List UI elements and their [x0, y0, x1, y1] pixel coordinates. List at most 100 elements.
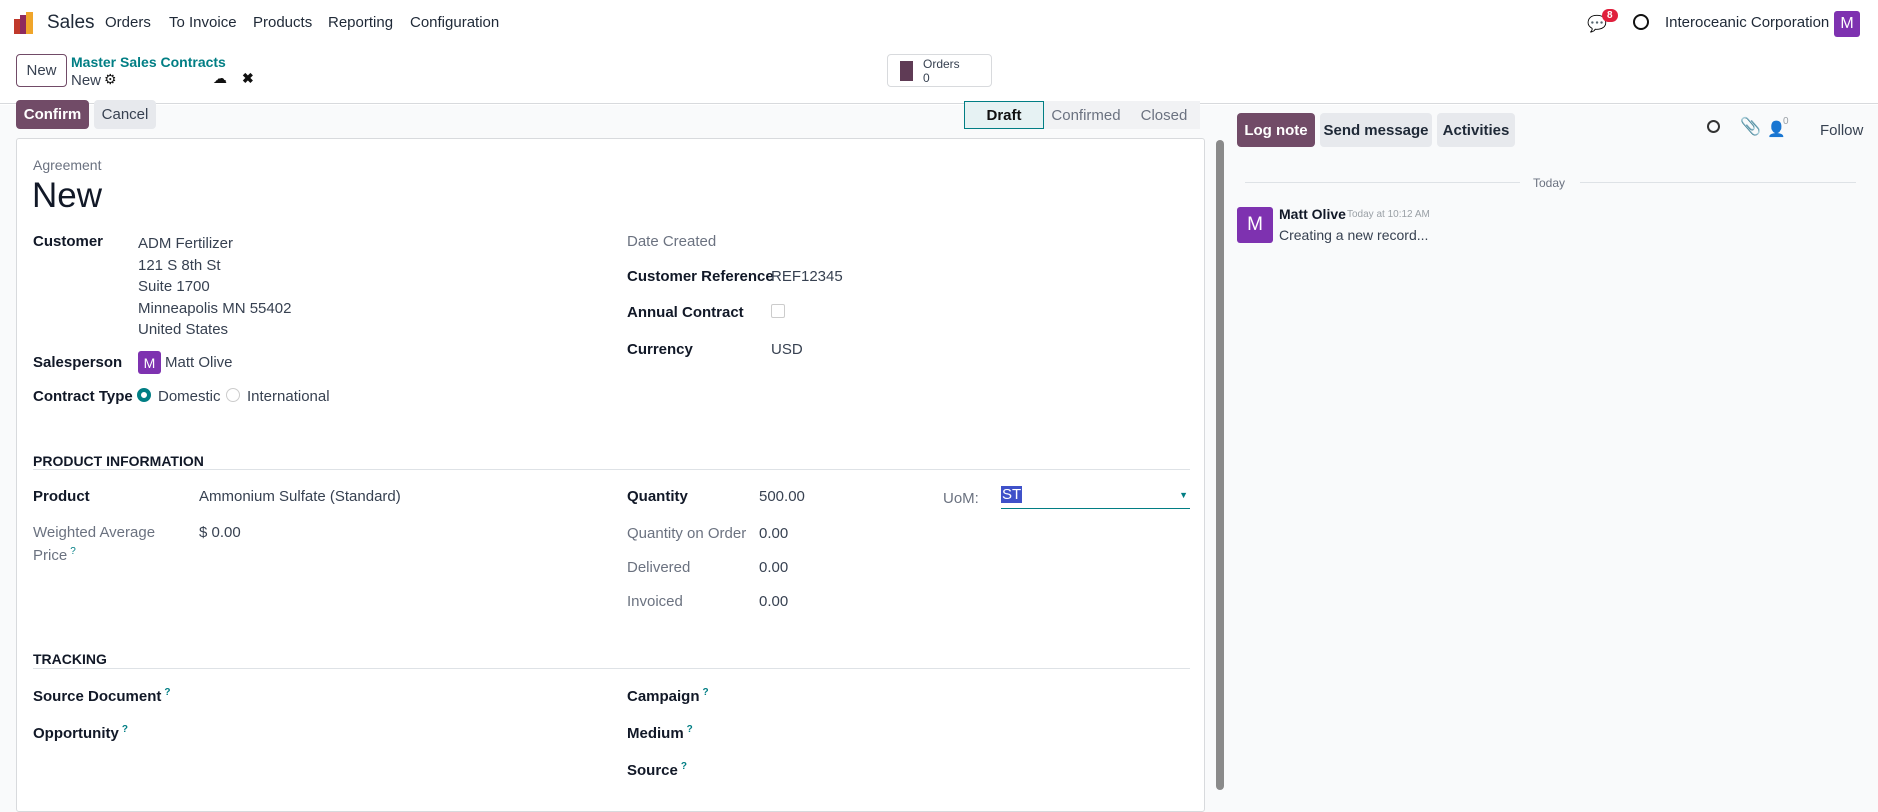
date-separator-line — [1245, 182, 1520, 183]
orders-count: 0 — [923, 70, 930, 85]
save-cloud-icon[interactable]: ☁ — [213, 70, 227, 86]
international-label[interactable]: International — [247, 388, 330, 405]
send-message-button[interactable]: Send message — [1320, 113, 1432, 147]
radio-domestic[interactable] — [137, 388, 151, 402]
form-sheet — [16, 138, 1205, 812]
app-name[interactable]: Sales — [47, 12, 95, 33]
quantity-label: Quantity — [627, 488, 688, 505]
delivered-label: Delivered — [627, 559, 691, 576]
log-note-button[interactable]: Log note — [1237, 113, 1315, 147]
confirm-button[interactable]: Confirm — [16, 100, 89, 129]
help-tooltip-icon[interactable]: ? — [702, 687, 709, 698]
date-created-label: Date Created — [627, 233, 717, 250]
discard-icon[interactable]: ✖ — [242, 70, 254, 86]
campaign-label: Campaign? — [627, 687, 709, 705]
help-tooltip-icon[interactable]: ? — [70, 546, 76, 557]
customer-reference-label: Customer Reference — [627, 268, 774, 285]
customer-field[interactable]: ADM Fertilizer 121 S 8th St Suite 1700 M… — [138, 233, 291, 341]
medium-label: Medium? — [627, 724, 693, 742]
opportunity-label: Opportunity? — [33, 724, 128, 742]
currency-label: Currency — [627, 341, 693, 358]
message-body: Creating a new record... — [1279, 227, 1429, 243]
breadcrumb-parent[interactable]: Master Sales Contracts — [71, 54, 226, 70]
gear-icon[interactable]: ⚙ — [104, 71, 117, 87]
quantity-on-order-value: 0.00 — [759, 525, 789, 542]
status-closed[interactable]: Closed — [1140, 106, 1188, 124]
menu-configuration[interactable]: Configuration — [410, 14, 500, 31]
help-tooltip-icon[interactable]: ? — [121, 724, 128, 735]
search-icon[interactable] — [1707, 120, 1720, 133]
paperclip-icon[interactable]: 📎 — [1740, 117, 1762, 136]
opportunity-text: Opportunity — [33, 725, 119, 742]
domestic-label[interactable]: Domestic — [158, 388, 221, 405]
followers-count: 0 — [1783, 116, 1789, 127]
delivered-value: 0.00 — [759, 559, 789, 576]
form-scrollbar[interactable] — [1215, 104, 1225, 812]
salesperson-avatar: M — [138, 351, 161, 374]
weighted-average-price-label-2: Price? — [33, 546, 76, 564]
dropdown-caret-icon[interactable]: ▼ — [1179, 490, 1188, 500]
follow-button[interactable]: Follow — [1820, 122, 1864, 139]
customer-label: Customer — [33, 233, 104, 250]
campaign-text: Campaign — [627, 688, 700, 705]
source-label: Source? — [627, 761, 687, 779]
menu-orders[interactable]: Orders — [105, 14, 151, 31]
activities-button[interactable]: Activities — [1437, 113, 1515, 147]
help-tooltip-icon[interactable]: ? — [164, 687, 171, 698]
message-author[interactable]: Matt Olive — [1279, 206, 1346, 222]
annual-contract-checkbox[interactable] — [771, 304, 785, 318]
customer-name[interactable]: ADM Fertilizer — [138, 235, 234, 252]
salesperson-label: Salesperson — [33, 354, 123, 371]
customer-reference-field[interactable]: REF12345 — [771, 268, 843, 285]
customer-address-line: 121 S 8th St — [138, 256, 221, 274]
uom-input[interactable]: ST ▼ — [1001, 486, 1190, 509]
document-icon — [900, 60, 913, 81]
message-author-avatar[interactable]: M — [1237, 207, 1273, 243]
messages-badge: 8 — [1602, 9, 1618, 22]
price-label: Price — [33, 547, 68, 564]
radio-international[interactable] — [226, 388, 240, 402]
source-document-text: Source Document — [33, 688, 162, 705]
breadcrumb-current: New — [71, 72, 102, 89]
top-navbar: Sales Orders To Invoice Products Reporti… — [0, 0, 1878, 46]
contract-type-label: Contract Type — [33, 388, 133, 405]
tracking-heading: TRACKING — [33, 651, 107, 667]
product-field[interactable]: Ammonium Sulfate (Standard) — [199, 488, 401, 505]
product-label: Product — [33, 488, 90, 505]
menu-products[interactable]: Products — [253, 14, 313, 31]
control-panel: New Master Sales Contracts New ⚙ ☁ ✖ Ord… — [0, 46, 1878, 104]
activity-clock-icon[interactable] — [1633, 14, 1649, 30]
cancel-button[interactable]: Cancel — [94, 100, 156, 129]
menu-reporting[interactable]: Reporting — [328, 14, 394, 31]
status-confirmed[interactable]: Confirmed — [1051, 106, 1121, 124]
sales-app-logo-icon[interactable] — [14, 12, 36, 34]
messages-icon[interactable]: 💬 — [1587, 16, 1607, 33]
customer-address-line: Suite 1700 — [138, 278, 210, 295]
source-document-label: Source Document? — [33, 687, 170, 705]
salesperson-field[interactable]: Matt Olive — [165, 354, 233, 371]
orders-smart-button[interactable]: Orders 0 — [887, 54, 992, 87]
invoiced-label: Invoiced — [627, 593, 683, 610]
status-draft[interactable]: Draft — [964, 101, 1044, 129]
product-information-heading: PRODUCT INFORMATION — [33, 453, 204, 469]
invoiced-value: 0.00 — [759, 593, 789, 610]
record-title: New — [32, 176, 103, 215]
quantity-field[interactable]: 500.00 — [759, 488, 805, 505]
help-tooltip-icon[interactable]: ? — [680, 761, 687, 772]
message-timestamp: Today at 10:12 AM — [1347, 209, 1430, 220]
new-record-button[interactable]: New — [16, 54, 67, 87]
date-separator-line — [1580, 182, 1856, 183]
followers-icon[interactable]: 👤 — [1767, 121, 1786, 138]
help-tooltip-icon[interactable]: ? — [686, 724, 693, 735]
section-divider — [33, 469, 1190, 470]
weighted-average-price-label: Weighted Average — [33, 524, 156, 541]
currency-field[interactable]: USD — [771, 341, 803, 358]
status-bar: Draft Confirmed Closed — [964, 101, 1200, 129]
medium-text: Medium — [627, 725, 684, 742]
company-switcher[interactable]: Interoceanic Corporation — [1665, 14, 1830, 31]
menu-to-invoice[interactable]: To Invoice — [169, 14, 237, 31]
customer-address-line: United States — [138, 321, 229, 338]
annual-contract-label: Annual Contract — [627, 304, 744, 321]
user-avatar[interactable]: M — [1834, 11, 1860, 37]
scrollbar-thumb[interactable] — [1216, 140, 1224, 790]
